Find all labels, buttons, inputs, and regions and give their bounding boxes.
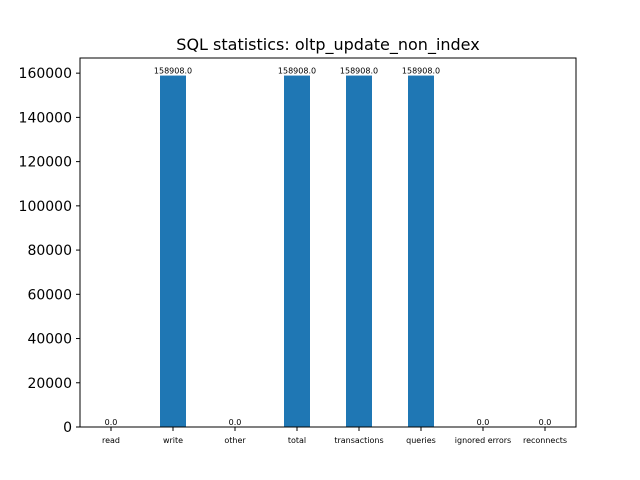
x-tick-label: queries xyxy=(406,436,436,445)
y-tick-label: 20000 xyxy=(27,376,72,392)
data-labels-group: 0.0 158908.0 0.0 158908.0 158908.0 158908.0 0.… xyxy=(105,67,552,427)
chart-title: SQL statistics: oltp_update_non_index xyxy=(176,35,479,55)
data-label: 158908.0 xyxy=(340,67,378,76)
data-label: 158908.0 xyxy=(402,67,440,76)
bar-total xyxy=(284,75,310,427)
plot-frame xyxy=(79,57,577,428)
bars-group xyxy=(160,75,434,427)
y-tick-label: 160000 xyxy=(19,66,72,82)
data-label: 0.0 xyxy=(229,418,242,427)
x-tick-label: ignored errors xyxy=(455,436,511,445)
x-tick-label: total xyxy=(288,436,306,445)
y-tick-label: 80000 xyxy=(27,243,72,259)
bar-write xyxy=(160,75,186,427)
bar-queries xyxy=(408,75,434,427)
data-label: 0.0 xyxy=(105,418,118,427)
x-tick-label: read xyxy=(102,436,120,445)
y-tick-label: 120000 xyxy=(19,155,72,171)
data-label: 158908.0 xyxy=(154,67,192,76)
x-tick-label: reconnects xyxy=(523,436,567,445)
data-label: 0.0 xyxy=(539,418,552,427)
y-tick-label: 60000 xyxy=(27,287,72,303)
x-tick-label: write xyxy=(163,436,183,445)
x-tick-label: transactions xyxy=(334,436,383,445)
data-label: 0.0 xyxy=(477,418,490,427)
data-label: 158908.0 xyxy=(278,67,316,76)
y-tick-label: 140000 xyxy=(19,110,72,126)
bar-transactions xyxy=(346,75,372,427)
y-tick-label: 100000 xyxy=(19,199,72,215)
ticks-group: read write other total transactions queries ig… xyxy=(19,66,568,445)
y-tick-label: 40000 xyxy=(27,332,72,348)
y-tick-label: 0 xyxy=(63,420,72,436)
x-tick-label: other xyxy=(224,436,246,445)
